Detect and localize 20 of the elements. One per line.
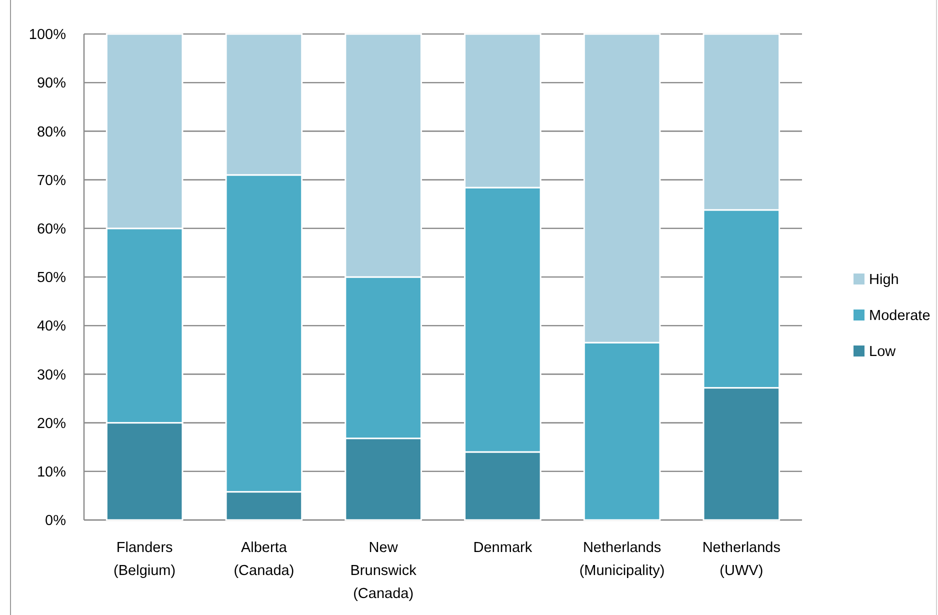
legend-label: Low: [869, 344, 896, 360]
y-tick-label: 70%: [36, 172, 66, 189]
x-tick-label: Flanders (Belgium): [114, 540, 176, 579]
y-tick-label: 100%: [28, 27, 66, 44]
x-tick-label: New Brunswick (Canada): [350, 540, 418, 602]
y-tick-label: 0%: [45, 513, 66, 530]
y-tick-label: 90%: [36, 76, 66, 92]
y-tick-label: 30%: [36, 367, 66, 384]
x-tick-label: Netherlands (Municipality): [579, 540, 665, 579]
x-tick-label: Netherlands (UWV): [702, 540, 781, 579]
legend-label: High: [869, 272, 899, 288]
y-tick-label: 40%: [36, 318, 66, 335]
y-tick-label: 50%: [36, 270, 66, 286]
y-tick-label: 80%: [36, 124, 66, 140]
x-tick-label: Denmark: [473, 540, 533, 556]
y-tick-label: 20%: [36, 416, 66, 432]
legend-label: Moderate: [869, 308, 930, 324]
y-tick-label: 60%: [36, 221, 66, 238]
x-tick-label: Alberta (Canada): [234, 540, 294, 579]
y-tick-label: 10%: [36, 464, 66, 480]
